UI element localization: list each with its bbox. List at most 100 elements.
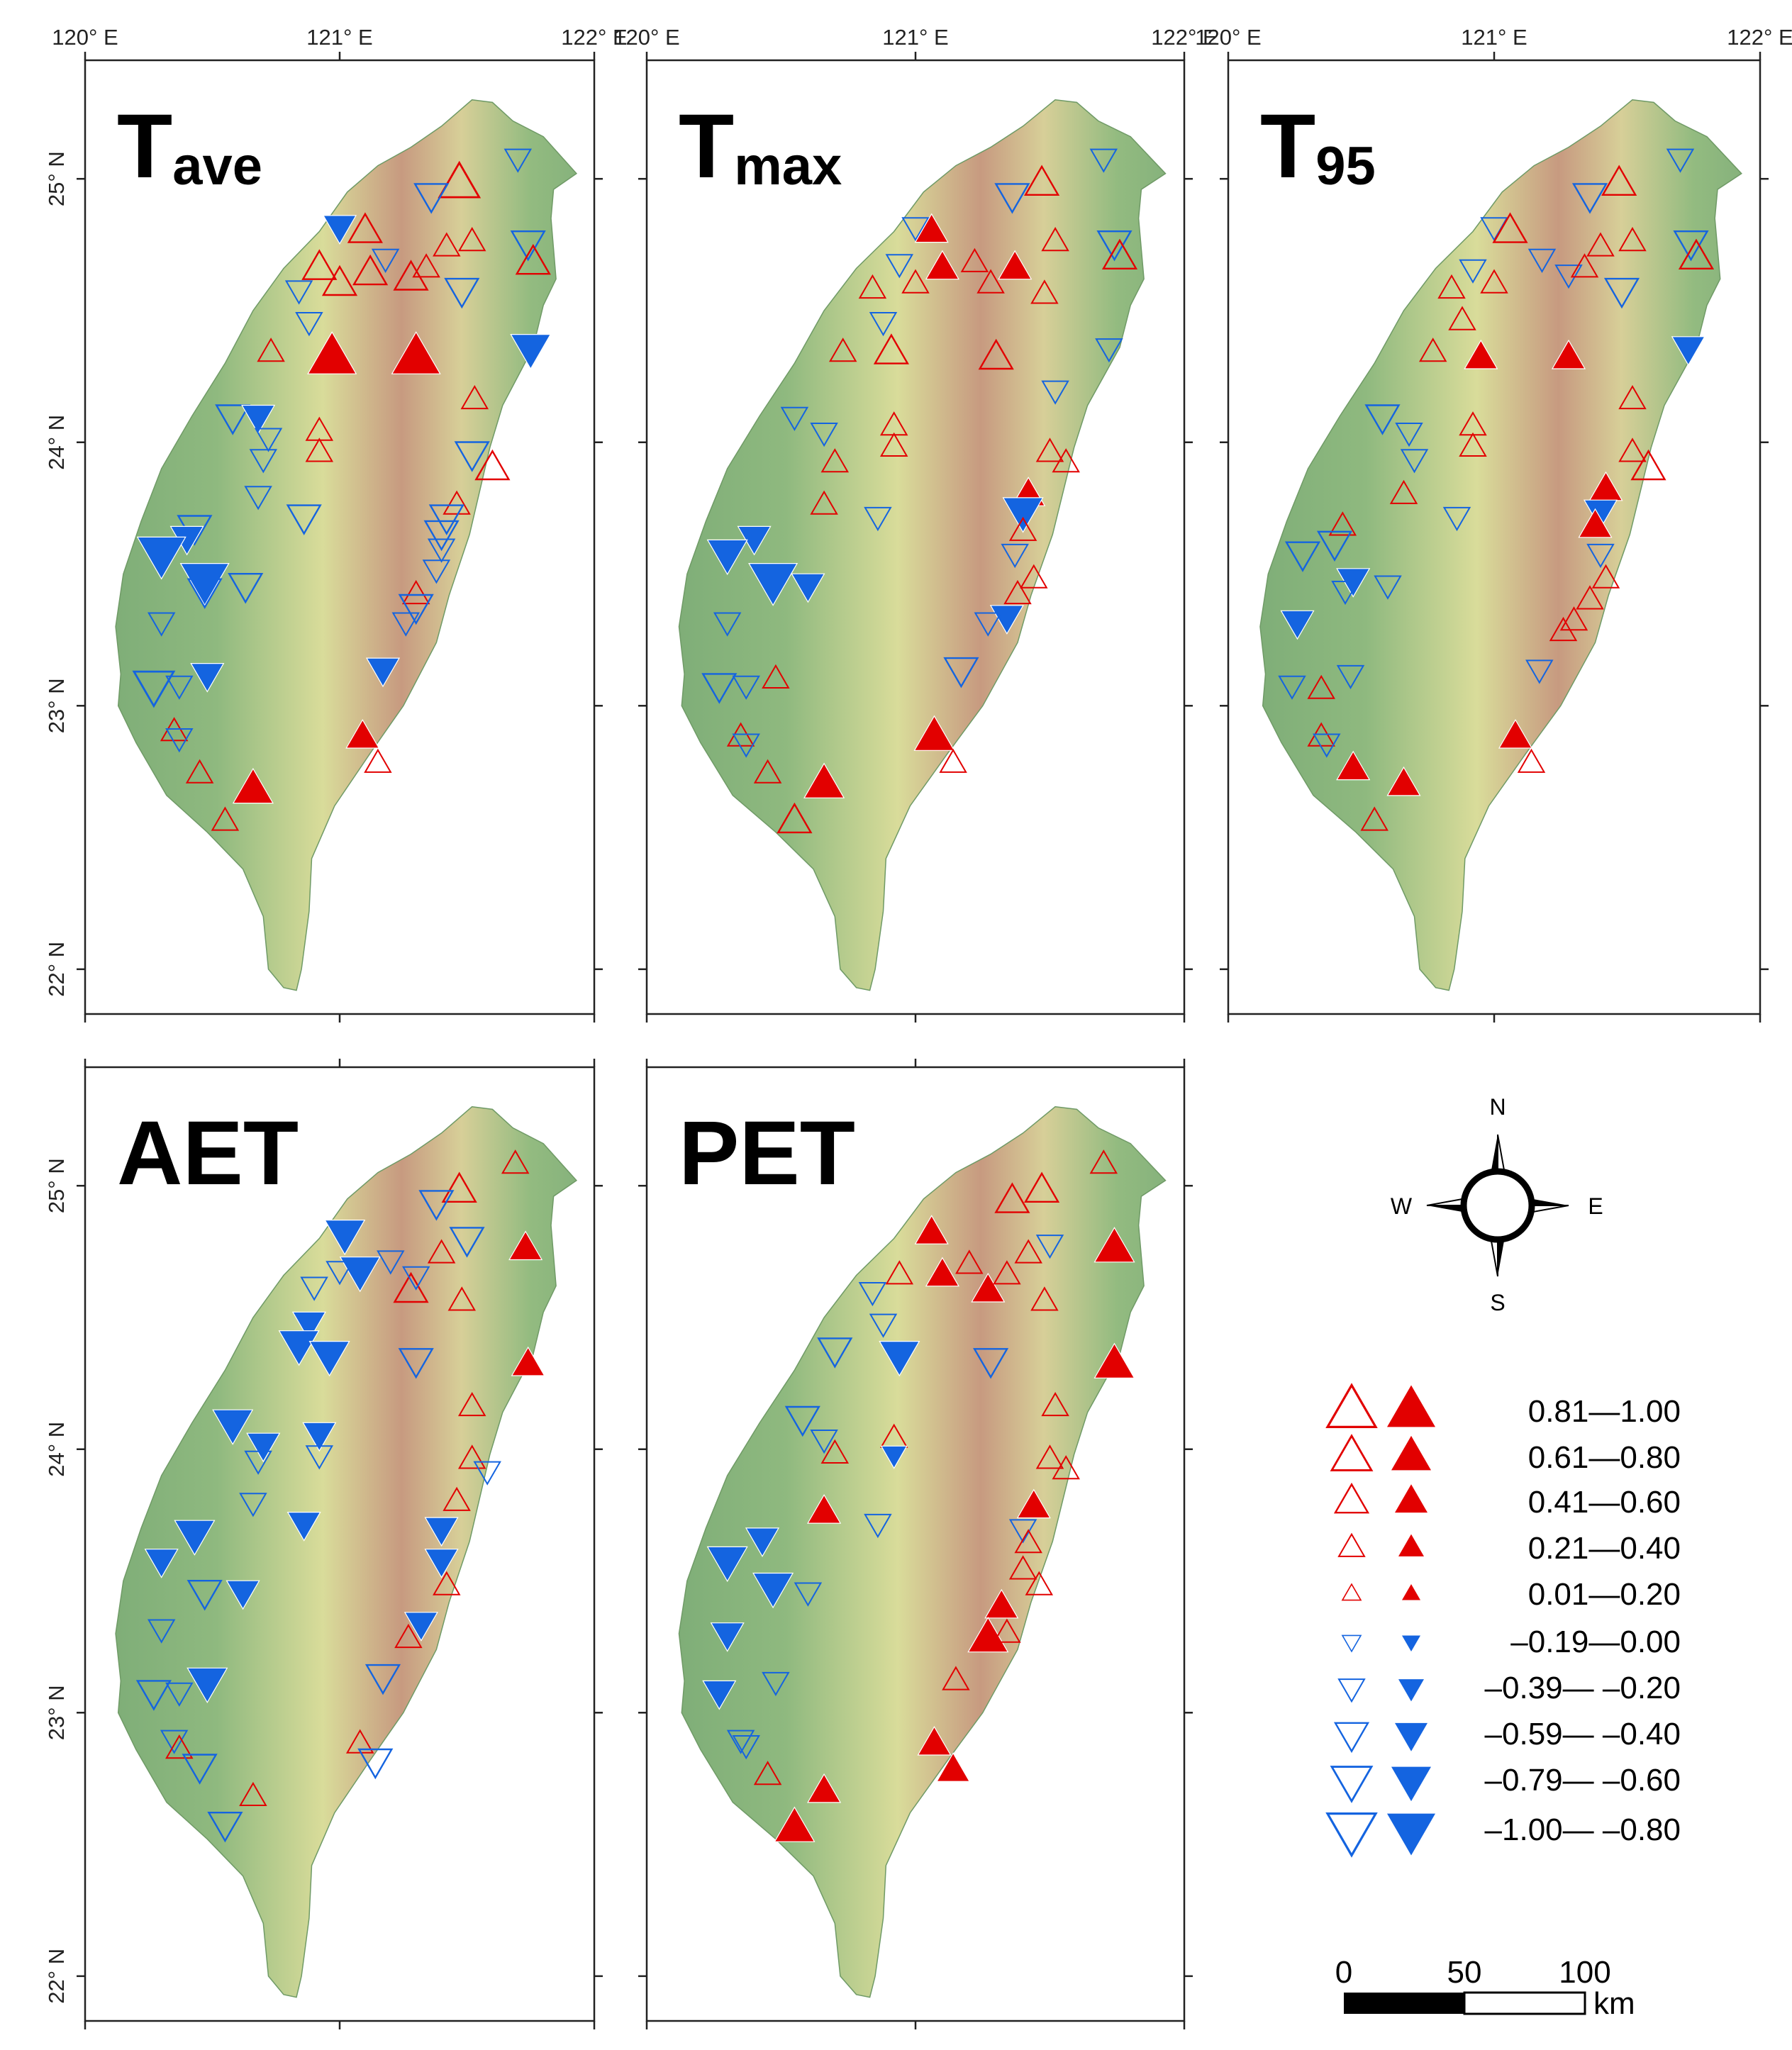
trend-marker-increase [441, 1171, 477, 1203]
scale-unit: km [1593, 1986, 1635, 2021]
scale-bar-black [1344, 1993, 1464, 2014]
lat-tick-label: 25° N [44, 151, 69, 206]
trend-marker-decrease [398, 1348, 434, 1379]
trend-marker-increase [352, 254, 389, 286]
trend-marker-increase [1014, 1529, 1042, 1554]
trend-marker-increase [1089, 1149, 1118, 1174]
trend-marker-increase [1492, 212, 1528, 243]
trend-marker-decrease [401, 1266, 430, 1291]
trend-marker-decrease [300, 1276, 328, 1301]
trend-marker-increase [433, 232, 461, 257]
trend-marker-increase [443, 1486, 471, 1511]
lat-tick-label: 25° N [44, 1158, 69, 1213]
trend-marker-decrease [215, 404, 251, 435]
legend-open-triangle [1337, 1678, 1366, 1703]
legend-row: –0.19—0.00 [1341, 1625, 1681, 1659]
trend-marker-decrease [810, 423, 838, 447]
map-panel-tmax: 120° E 121° E 122° E Tmax [613, 25, 1218, 1023]
trend-marker-decrease-significant [246, 1432, 281, 1463]
lon-tick-label: 120° E [613, 25, 679, 50]
trend-marker-increase-significant [1551, 339, 1586, 369]
trend-marker-increase [1024, 165, 1060, 196]
trend-marker-decrease [943, 657, 979, 689]
trend-marker-increase [753, 759, 782, 784]
trend-marker-decrease [135, 1680, 172, 1711]
trend-marker-increase-significant [1093, 1342, 1135, 1378]
trend-marker-increase [753, 1761, 782, 1786]
trend-marker-decrease-significant [136, 536, 187, 580]
trend-marker-increase-significant [232, 767, 274, 804]
trend-marker-decrease-significant [706, 539, 748, 576]
legend-open-triangle [1341, 1634, 1362, 1653]
trend-marker-increase-significant [1016, 1488, 1051, 1519]
trend-marker-increase [401, 579, 430, 605]
trend-marker-increase-significant [1336, 750, 1371, 781]
trend-marker-increase-significant [913, 715, 955, 751]
legend-label: –0.59— –0.40 [1485, 1717, 1681, 1751]
map-panel-pet: PET [638, 1059, 1193, 2029]
trend-marker-increase [1328, 511, 1357, 536]
trend-marker-decrease [357, 1748, 394, 1780]
trend-marker-increase [942, 1666, 970, 1690]
trend-marker-decrease [1571, 183, 1608, 214]
trend-marker-decrease-significant [404, 1612, 438, 1642]
trend-marker-decrease [284, 280, 313, 305]
trend-marker-increase [828, 338, 857, 362]
trend-marker-decrease [1459, 259, 1487, 284]
trend-marker-increase [438, 160, 482, 199]
trend-marker-increase-significant [1386, 766, 1421, 796]
legend-label: 0.81—1.00 [1528, 1394, 1681, 1429]
trend-marker-decrease [713, 612, 742, 637]
trend-marker-decrease-significant [1671, 336, 1705, 366]
trend-marker-decrease-significant [278, 1330, 320, 1366]
map-panel-aet: 25° N 24° N 23° N 22° N AET [44, 1059, 603, 2029]
trend-marker-increase-significant [914, 1215, 949, 1244]
taiwan-landmass [115, 99, 578, 991]
trend-marker-decrease [974, 612, 1003, 637]
trend-marker-increase [393, 1271, 429, 1303]
lon-tick-label: 122° E [561, 25, 627, 50]
trend-marker-increase [1576, 585, 1604, 610]
trend-marker-decrease [780, 406, 809, 431]
taiwan-landmass [1259, 99, 1742, 991]
trend-marker-increase-significant [914, 213, 949, 243]
trend-marker-decrease-significant [144, 1549, 179, 1578]
trend-marker-increase [165, 1734, 194, 1759]
trend-marker-decrease [391, 612, 421, 637]
trend-marker-decrease [371, 248, 400, 274]
trend-marker-increase [1480, 269, 1508, 294]
trend-marker-increase [978, 338, 1014, 370]
trend-marker-increase-significant [391, 331, 441, 374]
trend-marker-increase [447, 1286, 477, 1311]
trend-marker-increase-significant [984, 1588, 1019, 1619]
trend-marker-decrease [160, 1729, 189, 1754]
legend-row: 0.41—0.60 [1333, 1482, 1681, 1520]
trend-marker-increase [1008, 516, 1037, 541]
trend-marker-decrease [1603, 277, 1640, 309]
trend-marker-decrease [1001, 543, 1029, 569]
trend-marker-decrease-significant [322, 215, 357, 245]
trend-marker-increase [879, 432, 908, 457]
trend-marker-increase [1020, 564, 1048, 589]
trend-marker-increase-significant [971, 1272, 1006, 1303]
trend-marker-decrease [794, 1582, 823, 1607]
trend-marker-decrease-significant [365, 657, 401, 688]
trend-marker-decrease [1586, 543, 1615, 569]
taiwan-landmass [115, 1105, 578, 1998]
trend-marker-increase [427, 1239, 456, 1264]
legend-filled-triangle [1387, 1385, 1435, 1427]
trend-marker-decrease [1527, 248, 1557, 274]
lat-tick-label: 23° N [44, 678, 69, 733]
trend-marker-decrease [398, 594, 434, 625]
trend-marker-decrease [1364, 404, 1401, 435]
trend-marker-increase-significant [936, 1752, 971, 1782]
trend-marker-decrease [182, 1754, 218, 1785]
trend-marker-increase [1448, 306, 1476, 330]
trend-marker-increase-significant [803, 762, 845, 798]
trend-marker-increase-significant [925, 250, 959, 280]
trend-marker-decrease [810, 1430, 838, 1454]
trend-marker-decrease [423, 520, 460, 552]
lat-tick-label: 24° N [44, 415, 69, 470]
lat-tick-label: 22° N [44, 942, 69, 997]
